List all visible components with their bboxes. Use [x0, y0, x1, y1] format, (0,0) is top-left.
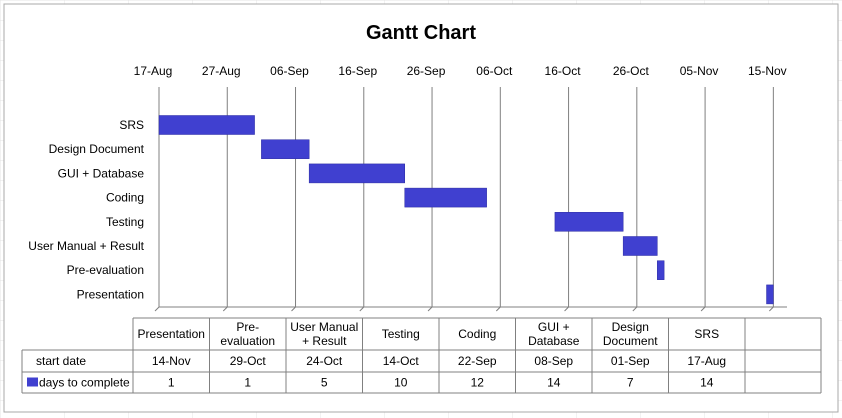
x-tick-label: 15-Nov: [748, 64, 787, 78]
x-tick-label: 05-Nov: [680, 64, 719, 78]
table-value-cell: 17-Aug: [687, 354, 726, 368]
task-labels: SRS Design Document GUI + Database Coding Te…: [28, 118, 144, 301]
task-bar: [404, 187, 487, 208]
chart-area[interactable]: [3, 3, 839, 413]
table-header-cell: User Manual: [290, 320, 358, 334]
table-header-cell: evaluation: [220, 334, 275, 348]
task-label: Coding: [106, 191, 144, 205]
task-bar: [308, 163, 405, 184]
x-tick-label: 27-Aug: [202, 64, 241, 78]
gridline: [427, 87, 433, 312]
table-header-cell: Design: [612, 320, 649, 334]
table-value-cell: 14-Nov: [152, 354, 191, 368]
table-value-cell: 14: [547, 376, 561, 390]
gridline: [359, 87, 365, 312]
gridline: [632, 87, 638, 312]
table-header-cell: Coding: [458, 327, 496, 341]
x-tick-label: 17-Aug: [134, 64, 173, 78]
table-header-cell: GUI +: [538, 320, 570, 334]
table-value-cell: 24-Oct: [306, 354, 343, 368]
table-header-cell: Database: [528, 334, 580, 348]
x-tick-label: 26-Oct: [613, 64, 650, 78]
row-label: days to complete: [39, 376, 130, 390]
table-value-cell: 08-Sep: [534, 354, 573, 368]
data-table: Presentation Pre-evaluation User Manual+ R…: [21, 317, 822, 394]
table-value-cell: 29-Oct: [230, 354, 267, 368]
table-value-cell: 22-Sep: [458, 354, 497, 368]
task-bar: [554, 212, 624, 232]
table-header-cell: Presentation: [138, 327, 205, 341]
table-value-cell: 10: [394, 376, 408, 390]
gridline: [564, 87, 570, 312]
table-value-cell: 14-Oct: [383, 354, 420, 368]
task-label: User Manual + Result: [28, 239, 144, 253]
table-value-cell: 1: [168, 376, 175, 390]
x-tick-label: 16-Sep: [338, 64, 377, 78]
x-tick-label: 16-Oct: [545, 64, 582, 78]
gridline: [768, 87, 774, 312]
table-value-cell: 5: [321, 376, 328, 390]
row-label: start date: [36, 354, 86, 368]
task-label: Testing: [106, 215, 144, 229]
gridlines: [154, 87, 774, 312]
x-tick-label: 06-Sep: [270, 64, 309, 78]
gridline: [700, 87, 706, 312]
table-value-cell: 01-Sep: [611, 354, 650, 368]
task-bar: [766, 284, 774, 305]
table-value-cell: 12: [471, 376, 485, 390]
task-bars: [158, 115, 774, 305]
task-label: GUI + Database: [58, 166, 145, 180]
table-value-cell: 7: [627, 376, 634, 390]
gridline: [222, 87, 228, 312]
task-label: Design Document: [49, 142, 145, 156]
task-label: Presentation: [77, 287, 144, 301]
table-header-cell: Testing: [382, 327, 420, 341]
gridline: [495, 87, 501, 312]
chart-title: Gantt Chart: [366, 22, 476, 44]
table-value-cell: 1: [244, 376, 251, 390]
task-label: SRS: [119, 118, 144, 132]
x-tick-label: 26-Sep: [407, 64, 446, 78]
table-header-cell: SRS: [694, 327, 719, 341]
task-bar: [657, 260, 665, 280]
table-header-cell: + Result: [302, 334, 347, 348]
task-label: Pre-evaluation: [67, 263, 144, 277]
gridline: [154, 87, 160, 312]
table-value-cell: 14: [700, 376, 714, 390]
legend-key: [27, 377, 38, 387]
task-bar: [158, 115, 255, 135]
x-axis-ticks: 17-Aug 27-Aug 06-Sep 16-Sep 26-Sep 06-Oct 16-O…: [134, 64, 787, 78]
table-header-cell: Document: [603, 334, 658, 348]
x-tick-label: 06-Oct: [476, 64, 513, 78]
table-header-cell: Pre-: [236, 320, 259, 334]
task-bar: [261, 139, 310, 159]
task-bar: [622, 236, 658, 256]
gridline: [291, 87, 297, 312]
